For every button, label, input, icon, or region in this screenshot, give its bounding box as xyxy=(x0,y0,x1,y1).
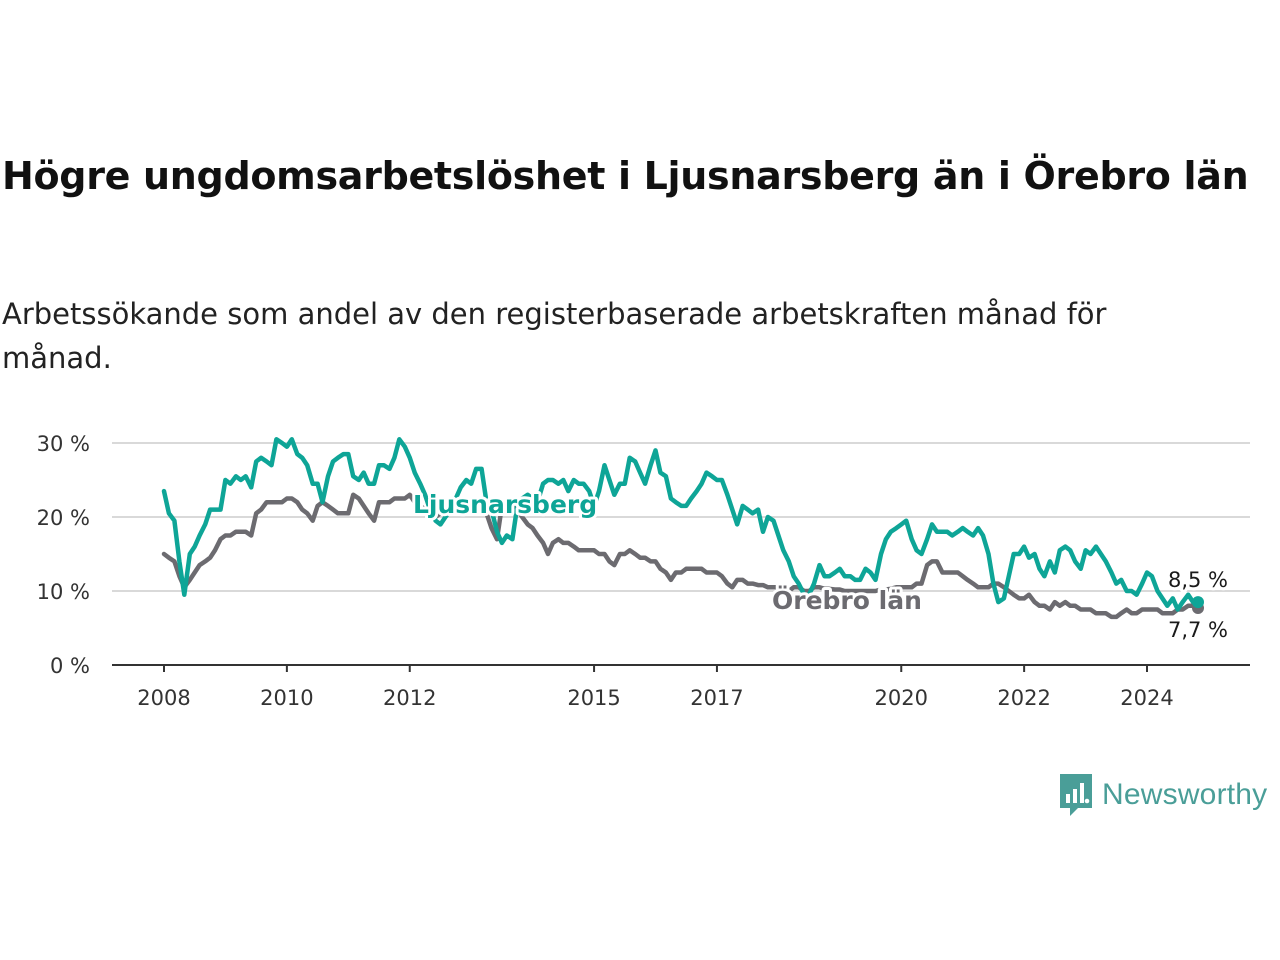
x-axis-ticks: 2008 2010 2012 2015 2017 2020 2022 2024 xyxy=(137,665,1174,710)
series-line-orebro-lan xyxy=(161,492,1201,620)
y-tick-label: 10 % xyxy=(37,580,90,604)
line-chart: 0 % 10 % 20 % 30 % 2008 2010 2012 2015 2017 2020… xyxy=(37,432,1250,710)
x-tick-label: 2022 xyxy=(997,686,1050,710)
chart-title: Högre ungdomsarbetslöshet i Ljusnarsberg… xyxy=(2,154,1249,198)
y-tick-label: 20 % xyxy=(37,506,90,530)
y-axis-ticks: 0 % 10 % 20 % 30 % xyxy=(37,432,90,678)
newsworthy-logo-icon xyxy=(1060,774,1092,816)
newsworthy-logo: Newsworthy xyxy=(1058,772,1267,818)
series-line-ljusnarsberg xyxy=(161,437,1201,612)
series-label-ljusnarsberg-halo: Ljusnarsberg xyxy=(413,490,597,519)
end-value-orebro-lan-halo: 7,7 % xyxy=(1168,618,1228,642)
x-tick-label: 2017 xyxy=(690,686,743,710)
brand-name: Newsworthy xyxy=(1102,778,1268,811)
end-value-orebro-lan: 7,7 % xyxy=(1168,618,1228,642)
end-value-ljusnarsberg: 8,5 % xyxy=(1168,568,1228,592)
series-end-point xyxy=(1192,596,1204,609)
x-tick-label: 2012 xyxy=(383,686,436,710)
y-tick-label: 30 % xyxy=(37,432,90,456)
x-tick-label: 2024 xyxy=(1120,686,1173,710)
chart-subtitle: Arbetssökande som andel av den registerb… xyxy=(2,297,1107,375)
x-tick-label: 2015 xyxy=(567,686,620,710)
series-label-ljusnarsberg: Ljusnarsberg xyxy=(413,490,597,519)
x-tick-label: 2008 xyxy=(137,686,190,710)
series-label-orebro-lan: Örebro län xyxy=(772,585,922,615)
y-tick-label: 0 % xyxy=(50,654,90,678)
x-tick-label: 2020 xyxy=(875,686,928,710)
series-lines xyxy=(161,437,1204,620)
grid-lines xyxy=(112,442,1250,592)
end-value-ljusnarsberg-halo: 8,5 % xyxy=(1168,568,1228,592)
series-label-orebro-lan-halo: Örebro län xyxy=(772,585,922,615)
x-tick-label: 2010 xyxy=(260,686,313,710)
